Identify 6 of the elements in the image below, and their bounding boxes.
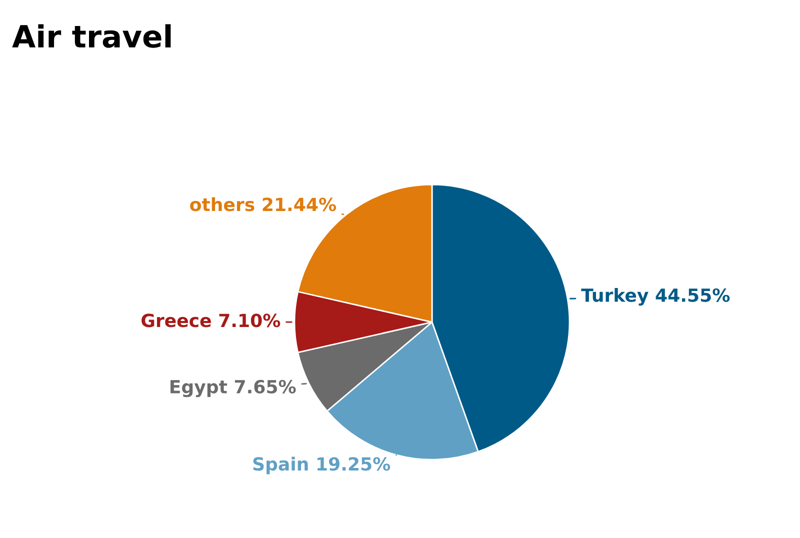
slice-label: Egypt 7.65% <box>170 380 296 398</box>
slice-label: Greece 7.10% <box>142 314 280 328</box>
chart-title: Air travel <box>12 24 171 48</box>
slice-label: others 21.44% <box>190 197 336 212</box>
slice-label: Spain 19.25% <box>253 456 390 474</box>
slice-label: Turkey 44.55% <box>581 288 730 306</box>
